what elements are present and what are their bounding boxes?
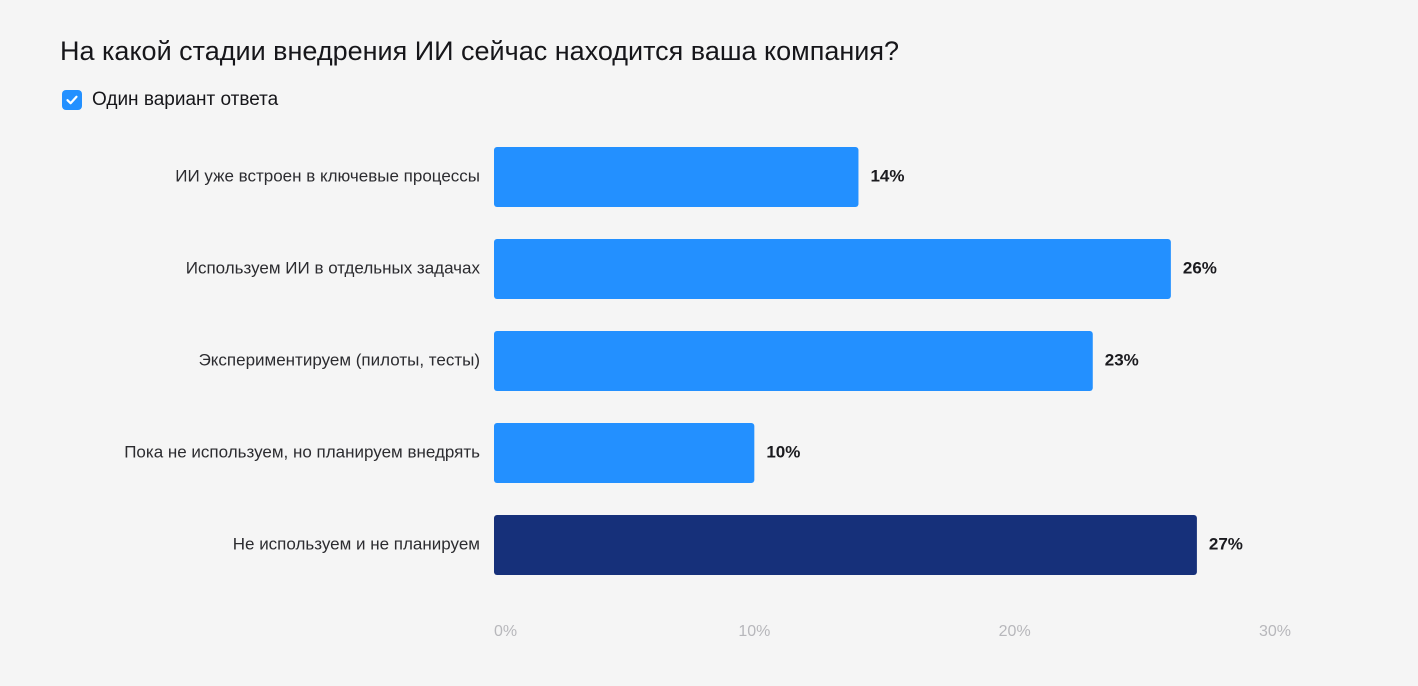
- value-label: 14%: [870, 166, 904, 185]
- chart-title: На какой стадии внедрения ИИ сейчас нахо…: [60, 36, 899, 66]
- x-tick-label: 20%: [999, 623, 1031, 640]
- checkbox-checked-icon: [62, 90, 82, 110]
- answer-type-note: Один вариант ответа: [62, 89, 278, 111]
- category-label: Пока не используем, но планируем внедрят…: [124, 442, 480, 461]
- value-label: 23%: [1105, 350, 1139, 369]
- bar: [494, 515, 1197, 575]
- answer-type-label: Один вариант ответа: [92, 89, 279, 110]
- x-tick-label: 10%: [738, 623, 770, 640]
- category-label: ИИ уже встроен в ключевые процессы: [175, 166, 480, 185]
- value-label: 10%: [766, 442, 800, 461]
- bar: [494, 331, 1093, 391]
- bar: [494, 147, 859, 207]
- category-label: Используем ИИ в отдельных задачах: [186, 258, 481, 277]
- x-tick-label: 0%: [494, 623, 517, 640]
- category-label: Не используем и не планируем: [233, 534, 480, 553]
- bar: [494, 239, 1171, 299]
- bar: [494, 423, 755, 483]
- value-label: 27%: [1209, 534, 1243, 553]
- x-tick-label: 30%: [1259, 623, 1291, 640]
- category-label: Экспериментируем (пилоты, тесты): [199, 350, 480, 369]
- value-label: 26%: [1183, 258, 1217, 277]
